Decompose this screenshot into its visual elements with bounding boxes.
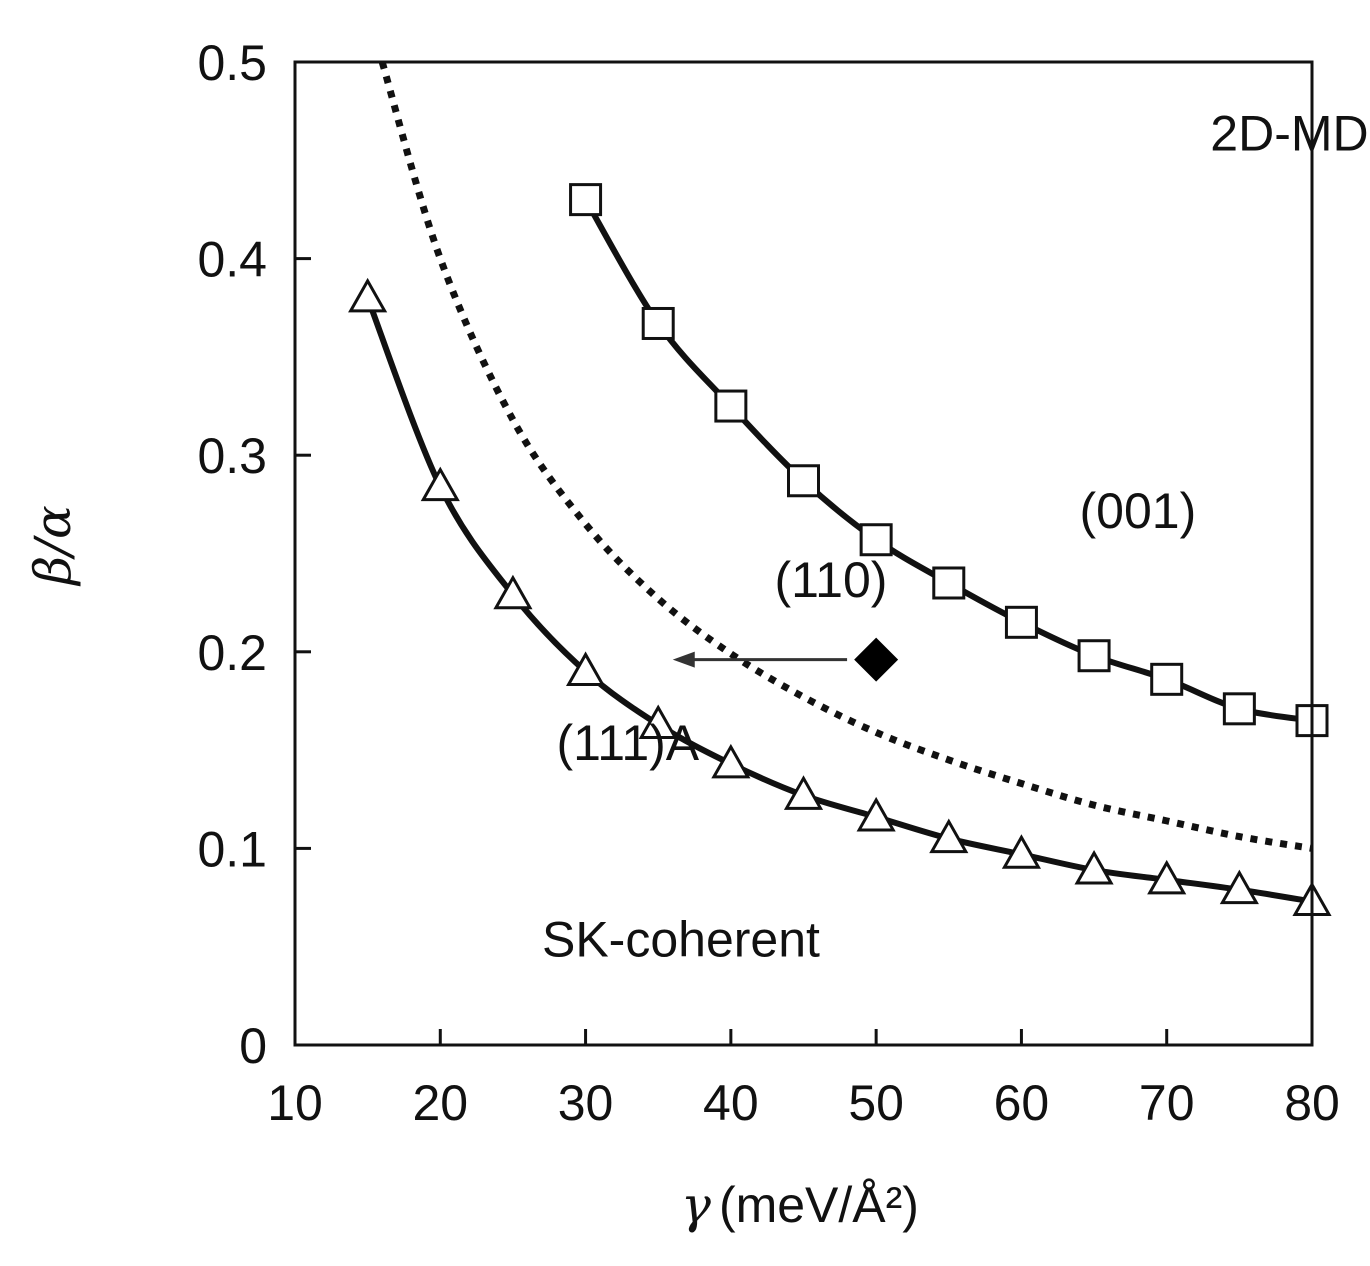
data-point-001	[714, 389, 748, 423]
series-line-110	[378, 61, 1313, 852]
plot-frame	[293, 60, 1314, 1047]
data-point-001	[1150, 662, 1184, 696]
y-tick-label: 0.4	[197, 232, 267, 288]
data-point-001	[787, 464, 820, 498]
y-tick-label: 0.2	[197, 625, 267, 681]
data-point-111a	[1219, 869, 1259, 905]
y-tick-label: 0.3	[197, 428, 267, 484]
data-point-111a	[783, 775, 824, 810]
annotation-110: (110)	[774, 552, 887, 608]
x-tick-label: 30	[558, 1075, 614, 1131]
y-axis-label: β/α	[24, 505, 82, 587]
annotation-001: (001)	[1080, 483, 1197, 539]
x-axis-symbol: γ	[681, 1176, 711, 1234]
data-point-001	[932, 566, 966, 600]
arrow-head	[672, 651, 695, 668]
y-tick-label: 0.5	[197, 35, 267, 91]
y-tick-label: 0	[239, 1018, 267, 1074]
data-point-diamond	[854, 637, 899, 682]
data-point-111a	[638, 704, 678, 740]
data-point-111a	[565, 651, 606, 686]
annotation-sk-coherent: SK-coherent	[542, 912, 820, 968]
ticks-layer: 10 20 30 40 50 60 70 80 0 0.1 0.2 0.3 0.4 0.5	[197, 35, 1339, 1131]
x-axis-label: γ (meV/Å²)	[681, 1176, 919, 1234]
x-tick-label: 60	[994, 1075, 1050, 1131]
data-point-001	[569, 183, 603, 217]
x-tick-label: 10	[267, 1075, 323, 1131]
x-tick-label: 40	[703, 1075, 759, 1131]
data-point-111a	[856, 796, 896, 832]
data-point-001	[1004, 605, 1038, 639]
data-point-111a	[929, 818, 969, 854]
data-point-001	[1222, 692, 1256, 726]
data-point-001	[641, 306, 675, 340]
y-tick-label: 0.1	[197, 821, 267, 877]
series-line-001	[582, 198, 1313, 724]
data-point-111a	[493, 574, 533, 610]
data-point-111a	[1147, 859, 1187, 895]
x-axis-units: (meV/Å²)	[719, 1177, 919, 1233]
x-tick-label: 50	[848, 1075, 904, 1131]
annotation-111a: (111)A	[557, 715, 700, 771]
markers-layer	[348, 183, 1332, 916]
x-tick-label: 20	[412, 1075, 468, 1131]
series-layer	[364, 61, 1313, 905]
x-tick-label: 80	[1284, 1075, 1340, 1131]
data-point-111a	[1074, 849, 1114, 885]
data-point-111a	[420, 466, 460, 502]
data-point-111a	[348, 277, 388, 313]
annotation-2d-md: 2D-MD	[1210, 105, 1368, 161]
data-point-111a	[711, 743, 751, 779]
data-point-111a	[1001, 834, 1042, 869]
x-tick-label: 70	[1139, 1075, 1195, 1131]
data-point-001	[859, 523, 893, 557]
data-point-001	[1077, 639, 1111, 673]
annotations-layer: 2D-MD (001) (110) (111)A SK-coherent	[542, 105, 1369, 967]
